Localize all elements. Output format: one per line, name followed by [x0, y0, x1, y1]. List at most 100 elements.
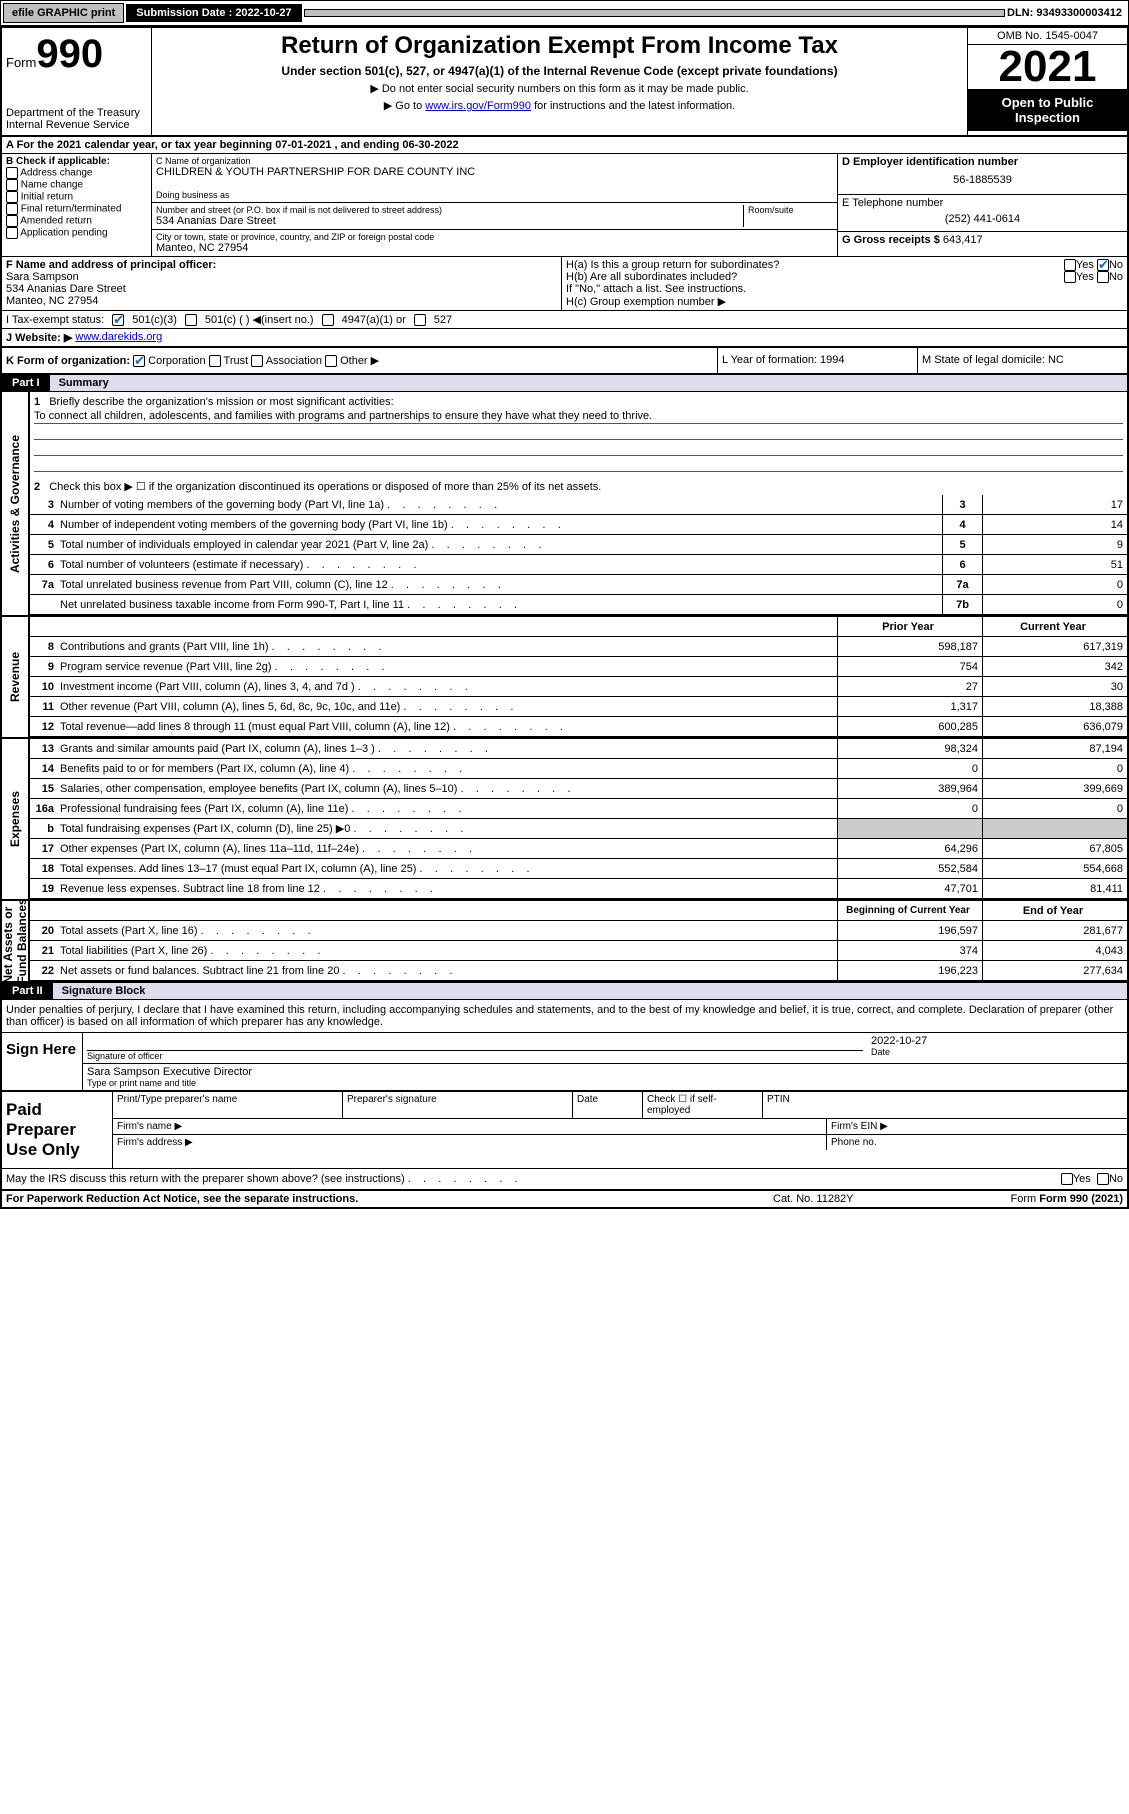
check-se-lbl: Check ☐ if self-employed	[643, 1092, 763, 1118]
line-val: 14	[982, 515, 1127, 534]
curr-val: 281,677	[982, 921, 1127, 940]
curr-year-hdr: Current Year	[982, 617, 1127, 636]
b-option[interactable]: Final return/terminated	[6, 203, 147, 215]
line-num: 6	[30, 559, 60, 571]
rev-content: Prior Year Current Year 8Contributions a…	[30, 617, 1127, 737]
i-lbl: I Tax-exempt status:	[6, 314, 104, 326]
curr-val	[982, 819, 1127, 838]
summary-line: 3Number of voting members of the governi…	[30, 495, 1127, 515]
rev-sidelabel-text: Revenue	[8, 652, 22, 702]
line-num: 21	[30, 945, 60, 957]
501c-check[interactable]	[185, 314, 197, 326]
line-num: 20	[30, 925, 60, 937]
curr-val: 0	[982, 759, 1127, 778]
line-num: 10	[30, 681, 60, 693]
4947-lbl: 4947(a)(1) or	[342, 314, 406, 326]
f-lbl: F Name and address of principal officer:	[6, 259, 557, 271]
form-header: Form990 Department of the Treasury Inter…	[2, 28, 1127, 137]
line-desc: Total number of volunteers (estimate if …	[60, 557, 942, 573]
ha-yes-check[interactable]	[1064, 259, 1076, 271]
prior-val: 1,317	[837, 697, 982, 716]
k-option[interactable]: Other ▶	[325, 355, 379, 367]
501c3-lbl: 501(c)(3)	[132, 314, 177, 326]
form-word: Form	[6, 55, 36, 70]
part2-tag: Part II	[2, 983, 53, 999]
line-num: 5	[30, 539, 60, 551]
no-label2: No	[1109, 271, 1123, 283]
gov-sidelabel: Activities & Governance	[2, 392, 30, 615]
prior-val: 98,324	[837, 739, 982, 758]
501c3-check[interactable]	[112, 314, 124, 326]
paid-lbl: Paid Preparer Use Only	[2, 1092, 112, 1168]
hb-note: If "No," attach a list. See instructions…	[566, 283, 1123, 295]
line-box: 5	[942, 535, 982, 554]
room-lbl: Room/suite	[748, 205, 833, 215]
summary-line: 14Benefits paid to or for members (Part …	[30, 759, 1127, 779]
mission-line1: To connect all children, adolescents, an…	[34, 410, 1123, 424]
website-link[interactable]: www.darekids.org	[75, 331, 162, 344]
q2-num: 2	[34, 481, 46, 493]
prior-val: 196,223	[837, 961, 982, 980]
curr-val: 0	[982, 799, 1127, 818]
net-header-row: Beginning of Current Year End of Year	[30, 901, 1127, 921]
line-desc: Grants and similar amounts paid (Part IX…	[60, 741, 837, 757]
phone-lbl: Phone no.	[827, 1135, 1127, 1150]
summary-line: 15Salaries, other compensation, employee…	[30, 779, 1127, 799]
header-left: Form990 Department of the Treasury Inter…	[2, 28, 152, 135]
summary-line: 8Contributions and grants (Part VIII, li…	[30, 637, 1127, 657]
row-fh: F Name and address of principal officer:…	[2, 257, 1127, 311]
mission-line2	[34, 426, 1123, 440]
k-option[interactable]: Trust	[209, 355, 252, 367]
prior-val: 47,701	[837, 879, 982, 898]
curr-val: 554,668	[982, 859, 1127, 878]
irs-link[interactable]: www.irs.gov/Form990	[425, 100, 531, 112]
line-val: 0	[982, 595, 1127, 614]
b-option[interactable]: Initial return	[6, 191, 147, 203]
prior-val: 598,187	[837, 637, 982, 656]
line-num: 13	[30, 743, 60, 755]
prior-year-hdr: Prior Year	[837, 617, 982, 636]
k-option[interactable]: Corporation	[133, 355, 209, 367]
may-irs-answer: Yes No	[1061, 1173, 1123, 1185]
hb-answer: Yes No	[1064, 271, 1123, 283]
exp-sidelabel: Expenses	[2, 739, 30, 899]
527-check[interactable]	[414, 314, 426, 326]
q1-num: 1	[34, 396, 46, 408]
c-city-cell: City or town, state or province, country…	[152, 230, 837, 256]
b-option[interactable]: Address change	[6, 167, 147, 179]
mission-line3	[34, 442, 1123, 456]
j-lbl: J Website: ▶	[6, 331, 72, 344]
line-box: 7a	[942, 575, 982, 594]
gov-sidelabel-text: Activities & Governance	[8, 435, 22, 573]
irs-no-check[interactable]	[1097, 1173, 1109, 1185]
sig-line[interactable]	[87, 1035, 863, 1051]
b-option[interactable]: Amended return	[6, 215, 147, 227]
prep-row3: Firm's address ▶ Phone no.	[113, 1135, 1127, 1150]
efile-button[interactable]: efile GRAPHIC print	[3, 3, 124, 23]
4947-check[interactable]	[322, 314, 334, 326]
k-lbl: K Form of organization:	[6, 355, 130, 367]
summary-line: 20Total assets (Part X, line 16)196,5972…	[30, 921, 1127, 941]
b-option[interactable]: Application pending	[6, 227, 147, 239]
rev-section: Revenue Prior Year Current Year 8Contrib…	[2, 615, 1127, 737]
hb-text: H(b) Are all subordinates included?	[566, 271, 1064, 283]
curr-val: 67,805	[982, 839, 1127, 858]
exp-section: Expenses 13Grants and similar amounts pa…	[2, 737, 1127, 899]
b-option[interactable]: Name change	[6, 179, 147, 191]
hb-yes-check[interactable]	[1064, 271, 1076, 283]
curr-val: 636,079	[982, 717, 1127, 736]
k-option[interactable]: Association	[251, 355, 325, 367]
ptin-lbl: PTIN	[763, 1092, 1127, 1118]
yes-label3: Yes	[1073, 1173, 1091, 1185]
hb-no-check[interactable]	[1097, 271, 1109, 283]
summary-line: 21Total liabilities (Part X, line 26)374…	[30, 941, 1127, 961]
beg-year-hdr: Beginning of Current Year	[837, 901, 982, 920]
line-val: 17	[982, 495, 1127, 514]
irs-yes-check[interactable]	[1061, 1173, 1073, 1185]
hdr-blank-desc	[60, 625, 837, 629]
ha-no-check[interactable]	[1097, 259, 1109, 271]
line-num: 14	[30, 763, 60, 775]
yes-label: Yes	[1076, 259, 1094, 271]
line-num: 9	[30, 661, 60, 673]
form-ref: Form Form 990 (2021)	[973, 1193, 1123, 1205]
